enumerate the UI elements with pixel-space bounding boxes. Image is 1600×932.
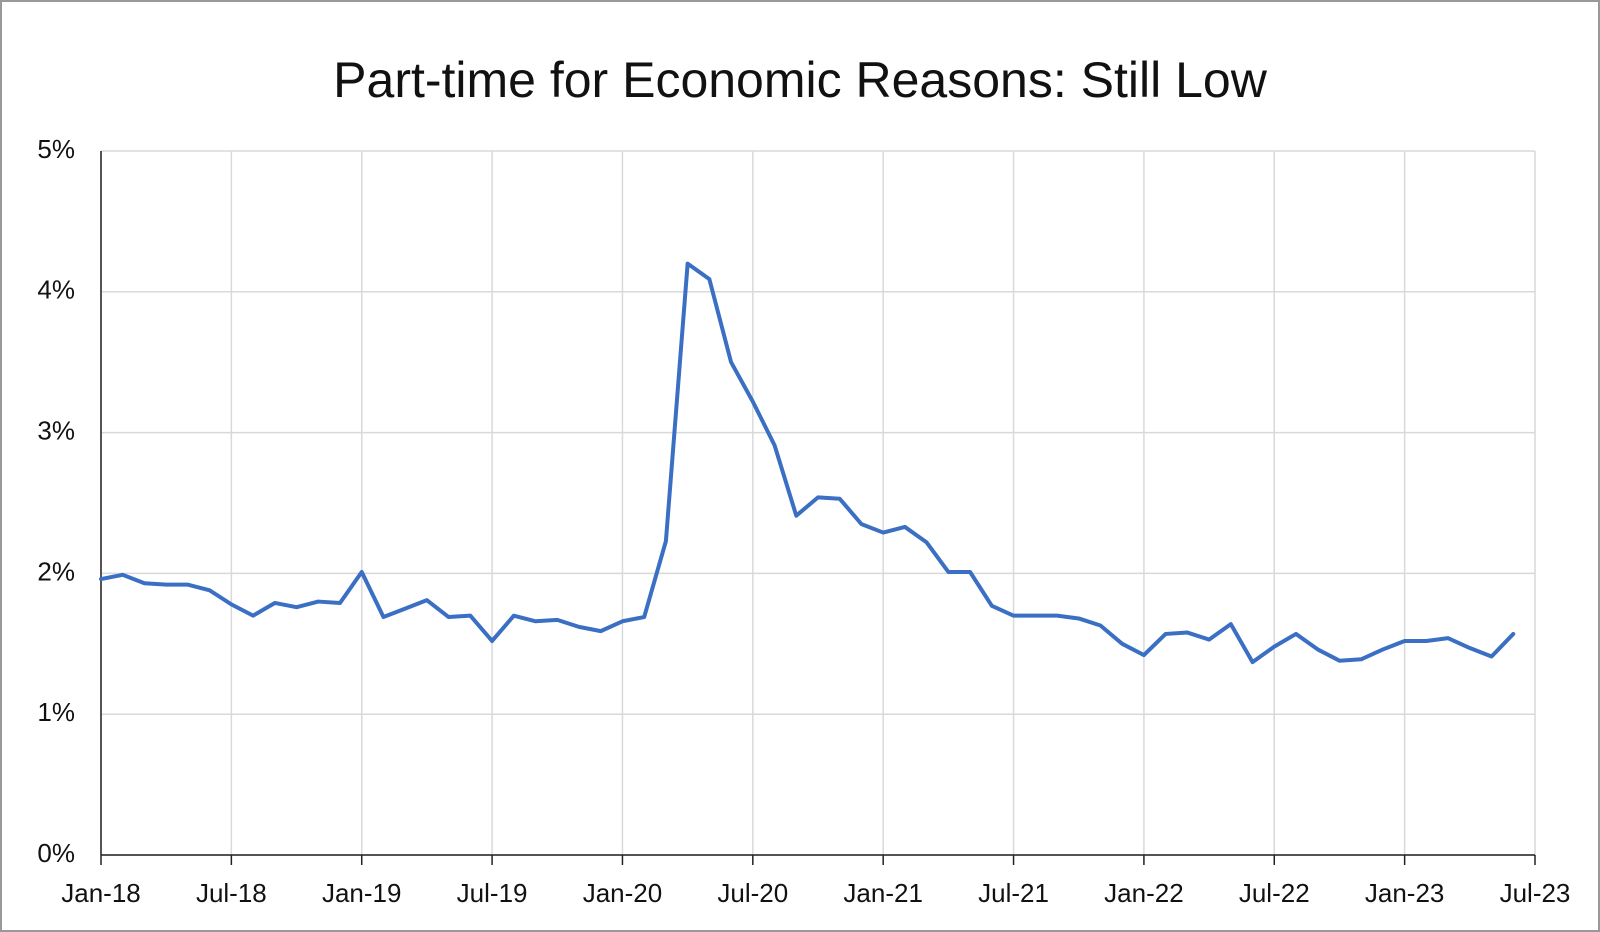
y-tick-label: 1% <box>37 697 75 727</box>
x-tick-label: Jan-21 <box>843 878 923 908</box>
x-tick-label: Jul-19 <box>457 878 528 908</box>
x-tick-label: Jul-23 <box>1500 878 1571 908</box>
x-tick-label: Jan-22 <box>1104 878 1184 908</box>
x-tick-label: Jan-19 <box>322 878 402 908</box>
x-tick-label: Jul-21 <box>978 878 1049 908</box>
data-line <box>99 261 1516 665</box>
x-tick-label: Jul-18 <box>196 878 267 908</box>
y-tick-label: 4% <box>37 275 75 305</box>
x-tick-label: Jan-20 <box>583 878 663 908</box>
x-tick-label: Jan-23 <box>1365 878 1445 908</box>
y-tick-label: 2% <box>37 556 75 586</box>
x-tick-label: Jul-22 <box>1239 878 1310 908</box>
y-tick-label: 3% <box>37 415 75 445</box>
y-tick-label: 0% <box>37 838 75 868</box>
y-tick-label: 5% <box>37 134 75 164</box>
x-tick-label: Jan-18 <box>61 878 141 908</box>
x-tick-label: Jul-20 <box>717 878 788 908</box>
chart-title: Part-time for Economic Reasons: Still Lo… <box>333 52 1268 108</box>
